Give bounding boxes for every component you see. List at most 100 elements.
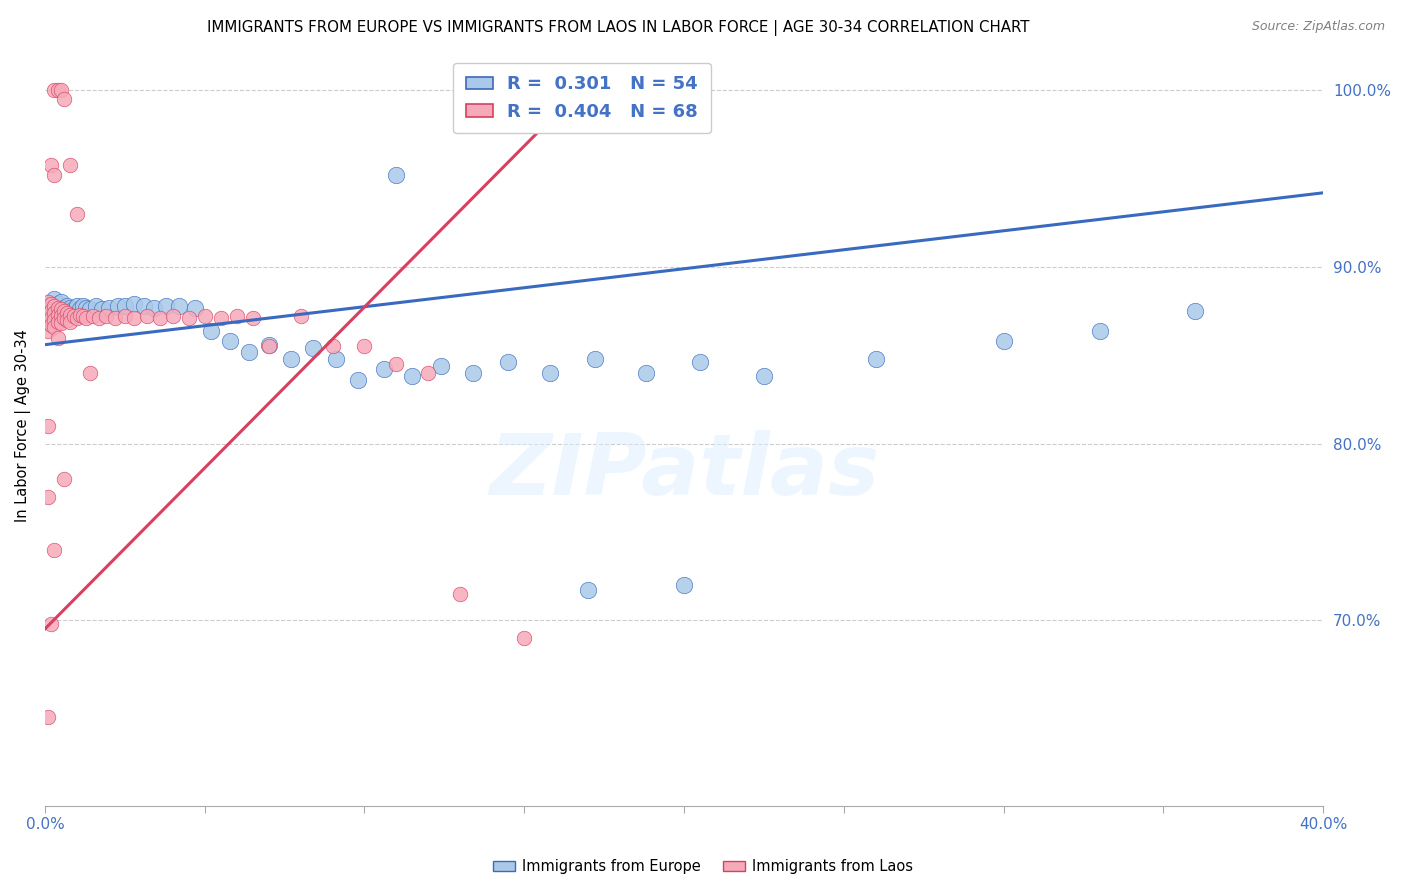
Point [59,157,82,171]
Point [44,306,66,320]
Point [49,295,72,310]
Text: IMMIGRANTS FROM EUROPE VS IMMIGRANTS FROM LAOS IN LABOR FORCE | AGE 30-34 CORREL: IMMIGRANTS FROM EUROPE VS IMMIGRANTS FRO… [208,20,1029,36]
Point [37,302,59,317]
Point [498,355,520,369]
Point [69,308,91,322]
Point [44,542,66,557]
Point [257,337,280,351]
Point [149,311,172,326]
Point [44,320,66,334]
Point [37,418,59,433]
Point [59,315,82,329]
Point [37,490,59,504]
Y-axis label: In Labor Force | Age 30-34: In Labor Force | Age 30-34 [15,329,31,523]
Point [225,310,247,324]
Point [53,472,76,486]
Point [238,344,260,359]
Point [66,299,89,313]
Point [79,366,101,380]
Point [49,304,72,318]
Point [37,295,59,310]
Point [401,369,423,384]
Point [184,301,207,315]
Point [46,315,69,329]
Point [37,304,59,318]
Point [347,373,370,387]
Point [46,308,69,322]
Point [353,339,375,353]
Point [44,299,66,313]
Text: Source: ZipAtlas.com: Source: ZipAtlas.com [1251,20,1385,33]
Point [39,616,62,631]
Point [865,351,887,366]
Point [37,710,59,724]
Point [56,299,79,313]
Point [49,317,72,331]
Point [94,310,117,324]
Point [66,207,89,221]
Point [97,301,120,315]
Point [44,292,66,306]
Point [53,304,76,318]
Point [513,631,536,645]
Point [46,306,69,320]
Point [104,311,127,326]
Point [39,297,62,311]
Point [53,92,76,106]
Point [290,310,312,324]
Point [56,306,79,320]
Point [114,310,136,324]
Point [136,310,159,324]
Point [124,297,146,311]
Point [84,299,107,313]
Point [79,302,101,317]
Point [89,311,111,326]
Point [66,311,89,326]
Point [75,311,97,326]
Point [200,324,222,338]
Point [53,308,76,322]
Point [242,311,264,326]
Point [46,297,69,311]
Point [75,301,97,315]
Point [1184,304,1206,318]
Point [583,351,606,366]
Point [167,299,190,313]
Point [114,299,136,313]
Point [53,301,76,315]
Point [91,302,114,317]
Point [257,339,280,353]
Point [49,302,72,317]
Point [37,310,59,324]
Point [325,351,347,366]
Point [689,355,711,369]
Point [463,366,485,380]
Point [69,302,91,317]
Point [634,366,657,380]
Point [56,313,79,327]
Point [280,351,302,366]
Point [39,304,62,318]
Point [449,587,471,601]
Point [59,308,82,322]
Point [107,299,129,313]
Point [37,317,59,331]
Point [177,311,200,326]
Point [132,299,155,313]
Point [82,310,104,324]
Point [59,301,82,315]
Point [39,310,62,324]
Point [37,324,59,338]
Point [752,369,775,384]
Point [49,83,72,97]
Point [44,83,66,97]
Point [124,311,146,326]
Point [62,302,84,317]
Point [385,168,408,182]
Point [46,301,69,315]
Point [44,313,66,327]
Point [373,362,395,376]
Point [56,304,79,318]
Point [1088,324,1111,338]
Point [39,311,62,326]
